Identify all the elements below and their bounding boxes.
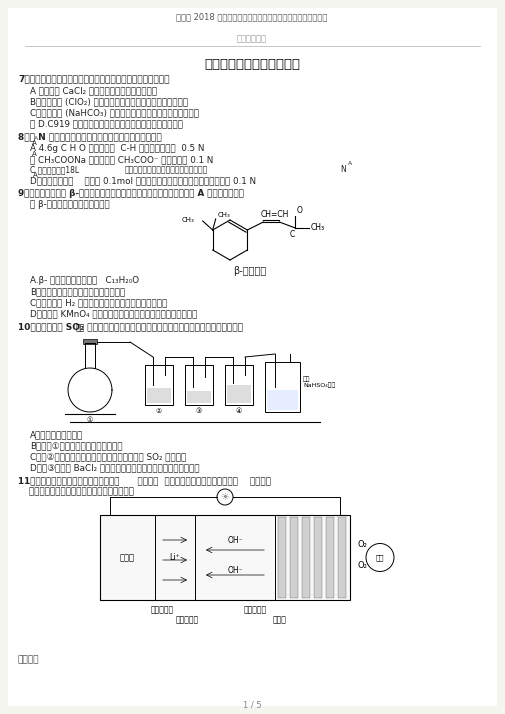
Text: 空气: 空气 [376,554,384,560]
Text: C 标准状况下，18L: C 标准状况下，18L [30,165,79,174]
Text: ②: ② [156,408,162,414]
Text: CH₃: CH₃ [182,217,195,223]
Text: A.β- 紫罗蓝酮的分子式为   C₁₃H₂₀O: A.β- 紫罗蓝酮的分子式为 C₁₃H₂₀O [30,276,139,285]
Text: O₂: O₂ [358,561,368,570]
Text: 10．以下列图是 SO₂ 制取、性质检验、收集、尾气办理的装置，相关说法正确的选项是: 10．以下列图是 SO₂ 制取、性质检验、收集、尾气办理的装置，相关说法正确的选… [18,322,243,331]
Text: C．碳酸氢钠 (NaHCO₃) 是一种抗酸药，服用时喝些酶能提高药: C．碳酸氢钠 (NaHCO₃) 是一种抗酸药，服用时喝些酶能提高药 [30,108,199,117]
Text: A: A [32,151,37,157]
Text: C．在②中加入品红或紫色石蕊试液都能够考察 SO₂ 的漂白性: C．在②中加入品红或紫色石蕊试液都能够考察 SO₂ 的漂白性 [30,452,186,461]
Text: 饱和
NaHSO₄溶液: 饱和 NaHSO₄溶液 [303,376,335,388]
Text: 水性电解液: 水性电解液 [243,605,267,614]
Text: 固体电解质: 固体电解质 [176,615,199,624]
Bar [278,517,286,598]
Bar [227,385,251,403]
Text: C: C [290,230,295,239]
Text: O₂: O₂ [358,540,368,549]
Bar [302,517,310,598]
Text: D．在③中加入 BaCl₂ 溶液，先生成白色积淀，随后积淀慢慢消失: D．在③中加入 BaCl₂ 溶液，先生成白色积淀，随后积淀慢慢消失 [30,463,199,472]
Bar [265,362,300,412]
Text: OH⁻: OH⁻ [227,536,243,545]
Text: B．二氧化氯 (ClO₂) 拥有还原性，故可用作自来水的杀菌消毒: B．二氧化氯 (ClO₂) 拥有还原性，故可用作自来水的杀菌消毒 [30,97,188,106]
Text: A 使用含有 CaCl₂ 的融雪剂会加速对桥梁的腐化: A 使用含有 CaCl₂ 的融雪剂会加速对桥梁的腐化 [30,86,157,95]
Bar [185,365,213,405]
Text: CH₃: CH₃ [218,212,230,218]
Text: OH⁻: OH⁻ [227,565,243,575]
Text: D．和酸性 KMnO₄ 溶液、淡的四氯化碳溶液发生的反应种类相同: D．和酸性 KMnO₄ 溶液、淡的四氯化碳溶液发生的反应种类相同 [30,309,197,318]
Text: 甲烷与乙烯混合气体中含有的氢原子数为: 甲烷与乙烯混合气体中含有的氢原子数为 [125,165,208,174]
Text: D．必烃条件下，    乙酸和 0.1mol 乙醇充分反应，生成乙酸乙酯的分子数为 0.1 N: D．必烃条件下， 乙酸和 0.1mol 乙醇充分反应，生成乙酸乙酯的分子数为 0… [30,176,256,185]
Text: 山西省 2018 届高三第一次模拟考试理科综合试题目含问题详解: 山西省 2018 届高三第一次模拟考试理科综合试题目含问题详解 [176,12,328,21]
Text: A 4.6g C H O 分子中含有  C-H 键的数量必然为  0.5 N: A 4.6g C H O 分子中含有 C-H 键的数量必然为 0.5 N [30,144,205,153]
Text: 合用标准文案: 合用标准文案 [237,34,267,43]
Text: B．分子中所有碳原子可能处于同一平面: B．分子中所有碳原子可能处于同一平面 [30,287,125,296]
Bar [100,515,350,600]
Bar [187,391,211,403]
Text: 11．正在研发的锂空气电池能量密度高，      成本低，  可作为未来电动汽车的动力源，    其工作原: 11．正在研发的锂空气电池能量密度高， 成本低， 可作为未来电动汽车的动力源， … [18,476,271,485]
Text: A．上图中有两处错误: A．上图中有两处错误 [30,430,83,439]
Text: A: A [32,140,37,146]
Text: B．装置①也能够用于制取氯气、氯气: B．装置①也能够用于制取氯气、氯气 [30,441,123,450]
Text: β-紫罗兰酮: β-紫罗兰酮 [233,266,267,276]
Bar [326,517,334,598]
Bar [147,388,171,403]
Text: Li⁺: Li⁺ [170,553,180,562]
Text: 9．指甲花中存在的 β-紫罗蓝酮属于一种萜类化合物，可作为合成维生素 A 的原料，以下有: 9．指甲花中存在的 β-紫罗蓝酮属于一种萜类化合物，可作为合成维生素 A 的原料… [18,189,244,198]
Bar [338,517,346,598]
Text: 高三模拟考试理综化学试题: 高三模拟考试理综化学试题 [204,58,300,71]
Text: N: N [340,165,346,174]
Text: CH=CH: CH=CH [260,210,289,219]
Text: 8．设 N 为阿伏加德罗常数的值，以下表达正确的选项是: 8．设 N 为阿伏加德罗常数的值，以下表达正确的选项是 [18,132,162,141]
Text: 7．化学与科技、生产、生活亲近相关，以下说法正确的选项是: 7．化学与科技、生产、生活亲近相关，以下说法正确的选项是 [18,74,170,83]
Text: ③: ③ [196,408,202,414]
Text: C．与足量的 H₂ 反应后，分子中官能团的种类减少一种: C．与足量的 H₂ 反应后，分子中官能团的种类减少一种 [30,298,167,307]
Text: 的 CH₃COONa 溶液中含有 CH₃COO⁻ 的数量小于 0.1 N: 的 CH₃COONa 溶液中含有 CH₃COO⁻ 的数量小于 0.1 N [30,155,213,164]
Text: A: A [348,161,352,166]
Text: ☀: ☀ [221,492,229,502]
Text: 优秀文档: 优秀文档 [18,655,39,664]
Text: 有机电解液: 有机电解液 [151,605,174,614]
Text: CH₃: CH₃ [310,223,324,233]
Bar [225,365,253,405]
Text: 催化剂: 催化剂 [273,615,287,624]
Text: ①: ① [87,417,93,423]
Bar [83,339,97,344]
Text: 1 / 5: 1 / 5 [243,700,261,709]
Text: 碳酸: 碳酸 [75,323,85,332]
Text: A: A [33,172,38,178]
Text: O: O [297,206,302,215]
Text: ④: ④ [236,408,242,414]
Text: 理如图，以下相关该电池的说法正确的选项是: 理如图，以下相关该电池的说法正确的选项是 [18,487,134,496]
Text: 金属锂: 金属锂 [120,553,134,562]
Text: A: A [34,136,38,141]
Bar [314,517,322,598]
Bar [290,517,298,598]
Bar [145,365,173,405]
Text: 效 D.C919 大型客机使用的碳纤维资料属于有机高分子资料: 效 D.C919 大型客机使用的碳纤维资料属于有机高分子资料 [30,119,183,128]
Bar [267,390,298,410]
Text: 关 β-紫蓝酮的说法正确的选项是: 关 β-紫蓝酮的说法正确的选项是 [30,200,110,209]
